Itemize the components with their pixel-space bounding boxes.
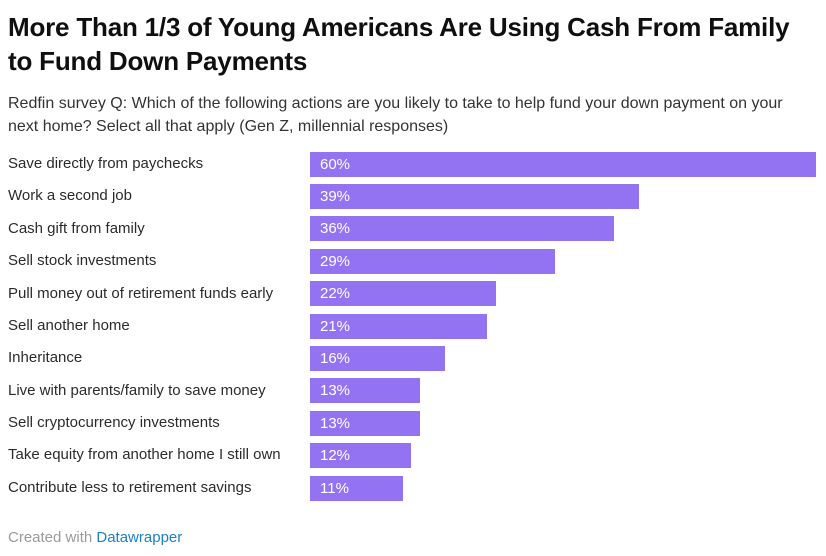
bar-row: Live with parents/family to save money 1… xyxy=(0,375,826,407)
bar-row: Pull money out of retirement funds early… xyxy=(0,278,826,310)
value-label: 16% xyxy=(320,350,351,368)
bar: 29% xyxy=(310,248,555,274)
category-label: Cash gift from family xyxy=(8,220,145,237)
value-label: 29% xyxy=(320,252,351,270)
bar-track: 60% xyxy=(310,151,816,177)
bar-row: Work a second job 39% xyxy=(0,180,826,212)
bar-track: 12% xyxy=(310,443,816,469)
category-label: Sell another home xyxy=(8,317,130,334)
bar-track: 16% xyxy=(310,346,816,372)
value-label: 39% xyxy=(320,188,351,206)
bar-track: 13% xyxy=(310,410,816,436)
value-label: 60% xyxy=(320,155,351,173)
page-title: More Than 1/3 of Young Americans Are Usi… xyxy=(8,12,790,76)
bar: 21% xyxy=(310,313,488,339)
bar-track: 22% xyxy=(310,281,816,307)
bar-track: 29% xyxy=(310,248,816,274)
bar-track: 36% xyxy=(310,216,816,242)
category-label: Pull money out of retirement funds early xyxy=(8,285,274,302)
bar-row: Sell stock investments 29% xyxy=(0,245,826,277)
value-label: 13% xyxy=(320,414,351,432)
bar-row: Save directly from paychecks 60% xyxy=(0,148,826,180)
bar-chart: Save directly from paychecks 60% Work a … xyxy=(0,148,826,504)
datawrapper-link[interactable]: Datawrapper xyxy=(96,529,183,546)
bar: 60% xyxy=(310,151,816,177)
value-label: 36% xyxy=(320,220,351,238)
category-label: Save directly from paychecks xyxy=(8,155,204,172)
category-label: Live with parents/family to save money xyxy=(8,382,266,399)
bar: 16% xyxy=(310,346,445,372)
bar-track: 13% xyxy=(310,378,816,404)
bar: 13% xyxy=(310,378,420,404)
chart-description: Redfin survey Q: Which of the following … xyxy=(8,95,783,135)
bar-track: 39% xyxy=(310,184,816,210)
category-label: Contribute less to retirement savings xyxy=(8,479,252,496)
bar-row: Take equity from another home I still ow… xyxy=(0,440,826,472)
footer-credit: Created with Datawrapper xyxy=(8,529,182,546)
bar: 11% xyxy=(310,475,403,501)
bar-row: Inheritance 16% xyxy=(0,342,826,374)
credit-prefix-text: Created with xyxy=(8,529,97,546)
bar: 39% xyxy=(310,184,639,210)
value-label: 11% xyxy=(320,479,349,497)
bar-row: Contribute less to retirement savings 11… xyxy=(0,472,826,504)
bar: 22% xyxy=(310,281,496,307)
bar-track: 21% xyxy=(310,313,816,339)
value-label: 13% xyxy=(320,382,351,400)
category-label: Inheritance xyxy=(8,350,83,367)
category-label: Sell stock investments xyxy=(8,253,157,270)
category-label: Take equity from another home I still ow… xyxy=(8,447,281,464)
bar-row: Cash gift from family 36% xyxy=(0,213,826,245)
bar: 13% xyxy=(310,410,420,436)
bar-row: Sell cryptocurrency investments 13% xyxy=(0,407,826,439)
value-label: 12% xyxy=(320,447,351,465)
bar-track: 11% xyxy=(310,475,816,501)
bar-row: Sell another home 21% xyxy=(0,310,826,342)
category-label: Sell cryptocurrency investments xyxy=(8,415,220,432)
category-label: Work a second job xyxy=(8,188,132,205)
bar: 12% xyxy=(310,443,412,469)
bar: 36% xyxy=(310,216,614,242)
value-label: 22% xyxy=(320,285,351,303)
value-label: 21% xyxy=(320,317,351,335)
